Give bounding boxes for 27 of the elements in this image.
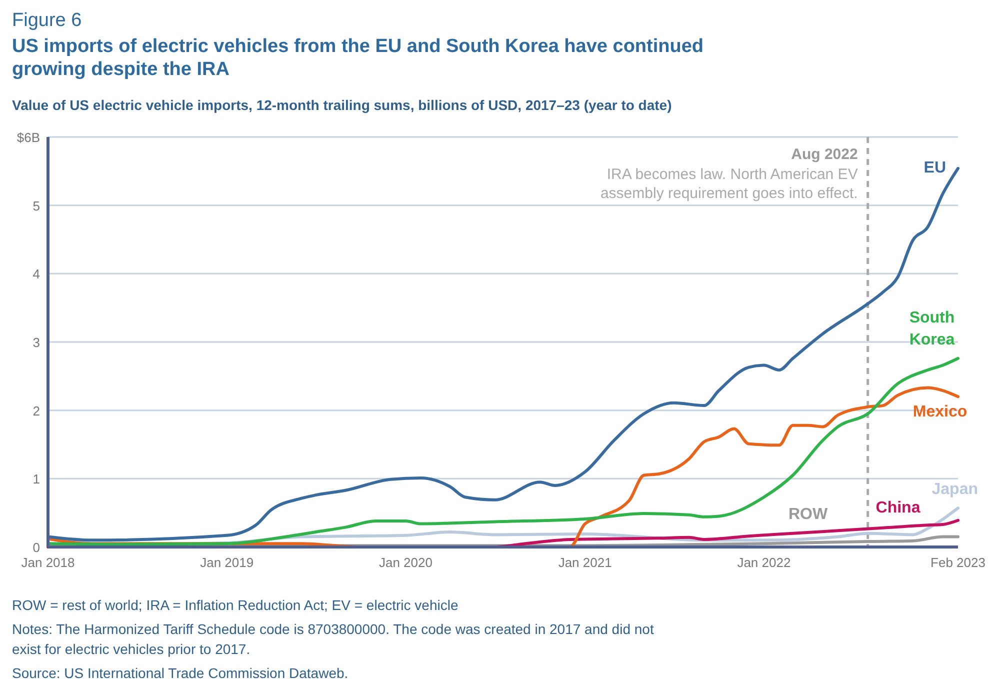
x-tick-label: Feb 2023	[930, 555, 986, 570]
series-label: ROW	[788, 506, 828, 523]
series-label: China	[876, 499, 920, 516]
x-tick-label: Jan 2021	[558, 555, 612, 570]
annotation: IRA becomes law. North American EV assembly requirement goes into effect.	[600, 166, 858, 202]
series-label: EU	[924, 159, 946, 176]
text: ROW = rest of world; IRA = Inflation Reduction Act; EV = electric vehicle	[12, 597, 458, 613]
y-axis-title: Value of US electric vehicle imports, 12-month trailing sums, billions of USD, 2017–23 (year to date)	[12, 97, 672, 113]
y-tick-label: 5	[32, 198, 40, 214]
y-tick-label: 0	[32, 540, 40, 555]
y-tick-label: 4	[32, 266, 40, 282]
text: Notes: The Harmonized Tariff Schedule code is 8703800000. The code was created in 2017 and did not exist for electric vehicles prior to 2017.	[12, 621, 654, 657]
ref-line-label: Aug 2022	[791, 146, 858, 163]
chart-subtitle: US imports of electric vehicles from the EU and South Korea have continued growing despite the IRA	[12, 36, 704, 80]
y-tick-label: 3	[32, 335, 40, 350]
series-label: Japan	[932, 481, 978, 498]
chart-title: Figure 6	[12, 10, 82, 31]
x-tick-label: Jan 2022	[737, 555, 791, 570]
source-note: Source: US International Trade Commission Dataweb.	[12, 665, 348, 679]
x-tick-label: Jan 2018	[21, 555, 75, 570]
x-tick-label: Jan 2019	[200, 555, 254, 570]
x-tick-label: Jan 2020	[378, 555, 432, 570]
series-label: South Korea	[909, 309, 955, 348]
y-tick-label: 2	[32, 403, 40, 418]
series-label: Mexico	[912, 404, 968, 421]
y-tick-label: 1	[32, 472, 40, 487]
y-tick-label: $6B	[16, 130, 40, 145]
